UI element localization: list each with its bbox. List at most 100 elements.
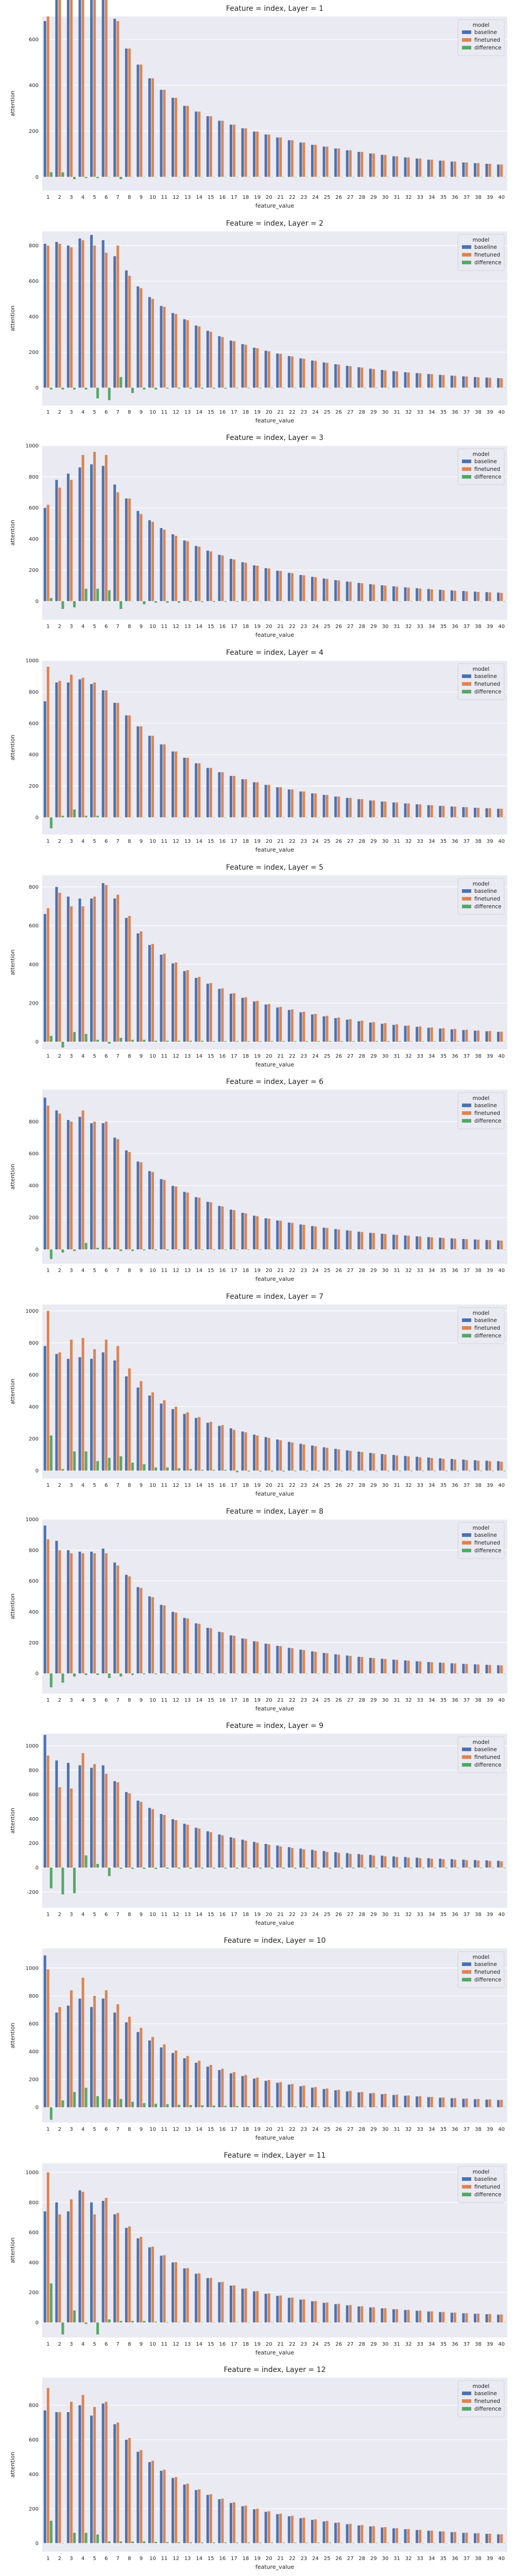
- x-tick-label: 15: [208, 1268, 214, 1274]
- y-tick-label: 0: [36, 815, 39, 821]
- bar-baseline: [439, 160, 442, 177]
- bar-difference: [387, 1249, 390, 1250]
- chart-panel-12: 0 200 400 600 800 Feature = index, Layer = 12…: [0, 2361, 515, 2576]
- bar-difference: [399, 2543, 402, 2544]
- y-tick-label: 800: [29, 689, 39, 695]
- x-tick-label: 28: [358, 624, 365, 630]
- bar-finetuned: [465, 1460, 468, 1471]
- x-tick-label: 19: [254, 1483, 261, 1488]
- bar-difference: [131, 1868, 134, 1869]
- y-axis-label: attention: [9, 91, 16, 116]
- bar-difference: [410, 387, 413, 388]
- bar-finetuned: [198, 2489, 201, 2544]
- bar-difference: [189, 817, 192, 818]
- x-tick-label: 6: [105, 1054, 108, 1059]
- bar-difference: [178, 817, 181, 818]
- x-tick-label: 18: [243, 2342, 249, 2347]
- bar-difference: [131, 2102, 134, 2108]
- y-tick-label: 600: [29, 1372, 39, 1378]
- x-tick-label: 8: [128, 1483, 131, 1488]
- bar-difference: [503, 2543, 506, 2544]
- y-axis-label: attention: [9, 2023, 16, 2048]
- bar-difference: [445, 1673, 448, 1674]
- bar-finetuned: [151, 1809, 154, 1868]
- bar-finetuned: [384, 2308, 387, 2323]
- bar-baseline: [416, 1661, 419, 1673]
- bar-difference: [317, 817, 320, 818]
- bar-finetuned: [81, 240, 84, 388]
- bar-finetuned: [163, 1180, 166, 1250]
- bar-baseline: [43, 2211, 46, 2323]
- x-tick-label: 26: [335, 1268, 342, 1274]
- bar-difference: [143, 1868, 146, 1869]
- x-tick-label: 9: [140, 1698, 143, 1703]
- bar-baseline: [357, 1656, 360, 1673]
- bar-finetuned: [500, 1241, 503, 1250]
- x-tick-label: 33: [417, 410, 423, 415]
- bar-baseline: [253, 1434, 256, 1471]
- bar-difference: [329, 387, 332, 388]
- x-tick-label: 20: [266, 1698, 272, 1703]
- bar-baseline: [346, 2524, 349, 2544]
- bar-difference: [119, 1249, 123, 1251]
- x-tick-label: 39: [487, 195, 493, 200]
- bar-difference: [84, 2088, 88, 2108]
- x-tick-label: 18: [243, 410, 249, 415]
- bar-finetuned: [58, 1787, 61, 1868]
- bar-finetuned: [209, 1628, 212, 1673]
- bar-difference: [154, 817, 157, 818]
- bar-baseline: [55, 682, 58, 818]
- bar-baseline: [43, 508, 46, 602]
- x-tick-label: 10: [149, 624, 156, 630]
- bar-difference: [364, 2322, 367, 2323]
- bar-baseline: [160, 1403, 163, 1471]
- bar-baseline: [404, 803, 407, 818]
- bar-baseline: [148, 1808, 151, 1868]
- bar-finetuned: [151, 2246, 154, 2323]
- bar-baseline: [90, 898, 93, 1042]
- bar-finetuned: [372, 584, 375, 602]
- bar-finetuned: [325, 2302, 329, 2323]
- bar-baseline: [369, 800, 372, 818]
- bar-baseline: [322, 2302, 325, 2323]
- bar-difference: [491, 2543, 494, 2544]
- bar-baseline: [311, 2520, 314, 2544]
- bar-baseline: [357, 1231, 360, 1250]
- bar-finetuned: [186, 541, 189, 602]
- y-tick-label: 600: [29, 923, 39, 929]
- bar-finetuned: [360, 1232, 364, 1250]
- bar-baseline: [311, 360, 314, 388]
- bar-difference: [433, 1470, 436, 1471]
- x-tick-label: 11: [161, 195, 168, 200]
- y-tick-label: 400: [29, 314, 39, 320]
- bar-finetuned: [314, 361, 317, 388]
- bar-finetuned: [442, 2097, 445, 2108]
- bar-difference: [387, 1673, 390, 1674]
- bar-finetuned: [151, 2461, 154, 2544]
- bar-difference: [305, 1673, 308, 1674]
- bar-difference: [294, 2543, 297, 2544]
- bar-finetuned: [488, 808, 491, 818]
- bar-difference: [143, 2541, 146, 2544]
- bar-baseline: [148, 736, 151, 818]
- bar-finetuned: [163, 2044, 166, 2108]
- bar-finetuned: [407, 1025, 410, 1042]
- bar-difference: [259, 387, 262, 388]
- bar-difference: [270, 1249, 273, 1250]
- bar-finetuned: [256, 131, 259, 177]
- bar-finetuned: [140, 931, 143, 1042]
- bar-baseline: [218, 1426, 221, 1471]
- x-tick-label: 17: [231, 1483, 237, 1488]
- bar-difference: [305, 387, 308, 388]
- bar-baseline: [462, 376, 465, 388]
- bar-baseline: [90, 1359, 93, 1471]
- x-tick-label: 12: [173, 1054, 179, 1059]
- x-tick-label: 39: [487, 624, 493, 630]
- bar-difference: [61, 1469, 64, 1471]
- bar-baseline: [229, 1210, 232, 1250]
- legend-title: model: [473, 881, 490, 887]
- x-tick-label: 11: [161, 1268, 168, 1274]
- plot-area: [42, 1948, 507, 2123]
- bar-baseline: [369, 153, 372, 177]
